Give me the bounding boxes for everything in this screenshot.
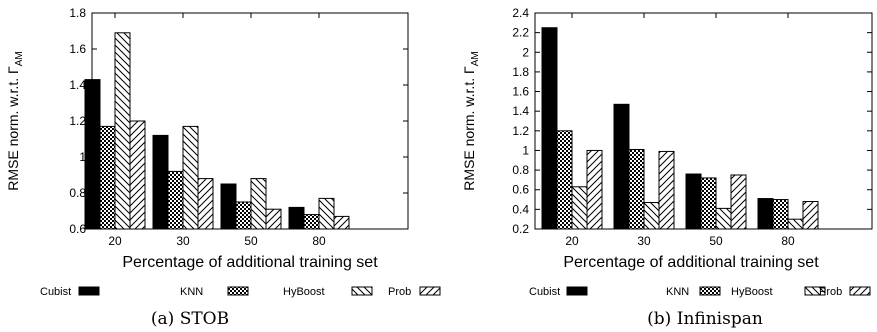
bar-cubist-20 — [84, 79, 101, 230]
bar-prob-30 — [197, 178, 214, 230]
y-tick-label: 0.6 — [69, 222, 86, 236]
x-axis-label: Percentage of additional training set — [563, 254, 819, 271]
bar-hyboost-50 — [250, 178, 267, 230]
y-tick-label: 1.6 — [512, 85, 529, 99]
legend: Cubist KNN HyBoost Prob — [40, 286, 441, 298]
bar-knn-50 — [235, 201, 252, 230]
legend-label-knn: KNN — [666, 286, 689, 298]
legend-label-knn: KNN — [180, 286, 203, 298]
chart-stob: 0.6 0.8 1 1.2 1.4 1.6 1.8 20 30 50 80 Percentage of… — [5, 6, 441, 329]
bar-hyboost-80 — [318, 197, 335, 230]
legend-swatch-prob — [419, 286, 441, 296]
bar-prob-20 — [586, 149, 603, 230]
y-axis-label: RMSE norm. w.r.t. ΓAM — [5, 51, 25, 190]
y-tick-label: 2.4 — [512, 6, 529, 20]
x-tick-label: 30 — [637, 234, 651, 248]
y-tick-label: 2.2 — [512, 26, 529, 40]
y-tick-label: 0.8 — [69, 186, 86, 200]
x-tick-label: 50 — [244, 234, 258, 248]
y-tick-label: 0.6 — [512, 183, 529, 197]
legend-label-hyboost: HyBoost — [731, 286, 773, 298]
y-tick-label: 1 — [522, 143, 529, 157]
bar-knn-30 — [167, 170, 184, 230]
legend: Cubist KNN HyBoost Prob — [529, 286, 871, 298]
y-axis-label-main: RMSE norm. w.r.t. Γ — [5, 66, 21, 191]
bar-knn-30 — [628, 148, 645, 230]
x-tick-label: 20 — [108, 234, 122, 248]
y-tick-label: 1.8 — [69, 6, 86, 20]
bar-prob-80 — [333, 215, 350, 230]
figure-caption: (a) STOB — [151, 309, 229, 329]
legend-swatch-knn — [699, 286, 721, 296]
x-tick-label: 80 — [312, 234, 326, 248]
bar-knn-20 — [556, 130, 573, 230]
legend-label-prob: Prob — [388, 286, 411, 298]
y-tick-label: 0.8 — [512, 163, 529, 177]
y-axis-label-subscript: AM — [470, 51, 481, 66]
bar-hyboost-30 — [643, 201, 660, 230]
y-tick-label: 1.4 — [69, 78, 86, 92]
bar-hyboost-30 — [182, 125, 199, 230]
bar-prob-80 — [802, 201, 819, 230]
y-axis-label: RMSE norm. w.r.t. ΓAM — [461, 51, 481, 190]
y-tick-label: 1.4 — [512, 104, 529, 118]
bar-hyboost-50 — [715, 207, 732, 230]
x-tick-label: 80 — [781, 234, 795, 248]
bar-cubist-30 — [152, 134, 169, 230]
bar-hyboost-80 — [787, 218, 804, 230]
legend-swatch-cubist — [78, 286, 100, 296]
bar-cubist-20 — [541, 27, 558, 230]
bar-prob-20 — [129, 120, 146, 230]
bar-cubist-30 — [613, 103, 630, 230]
y-tick-label: 1.2 — [512, 124, 529, 138]
bar-knn-80 — [303, 214, 320, 230]
bar-hyboost-20 — [114, 32, 131, 230]
bar-knn-50 — [700, 177, 717, 230]
legend-swatch-knn — [227, 286, 249, 296]
bar-cubist-50 — [220, 183, 237, 230]
legend-label-cubist: Cubist — [529, 286, 560, 298]
bar-prob-50 — [730, 174, 747, 230]
legend-label-hyboost: HyBoost — [283, 286, 325, 298]
bar-cubist-80 — [757, 198, 774, 230]
bar-hyboost-20 — [571, 186, 588, 230]
legend-label-prob: Prob — [819, 286, 842, 298]
legend-swatch-hyboost — [351, 286, 373, 296]
y-tick-label: 1 — [79, 150, 86, 164]
figure-caption: (b) Infinispan — [647, 309, 763, 329]
y-tick-label: 1.8 — [512, 65, 529, 79]
legend-swatch-prob — [849, 286, 871, 296]
legend-swatch-hyboost — [804, 286, 826, 296]
chart-infinispan: 0.2 0.4 0.6 0.8 1 1.2 1.4 1.6 1.8 2 2.2 2.4 20 30 50 80… — [461, 6, 873, 329]
x-tick-label: 20 — [565, 234, 579, 248]
y-axis-label-subscript: AM — [14, 51, 25, 66]
bar-cubist-80 — [288, 206, 305, 230]
x-tick-label: 50 — [709, 234, 723, 248]
y-tick-label: 2 — [522, 45, 529, 59]
bar-prob-50 — [265, 208, 282, 230]
bar-prob-30 — [658, 150, 675, 230]
y-tick-label: 0.2 — [512, 222, 529, 236]
x-tick-label: 30 — [176, 234, 190, 248]
bar-knn-20 — [99, 125, 116, 230]
bar-cubist-50 — [685, 173, 702, 230]
legend-label-cubist: Cubist — [40, 286, 71, 298]
x-axis-label: Percentage of additional training set — [122, 254, 378, 271]
y-tick-label: 0.4 — [512, 202, 529, 216]
y-axis-label-main: RMSE norm. w.r.t. Γ — [461, 66, 477, 191]
y-tick-label: 1.2 — [69, 114, 86, 128]
y-tick-label: 1.6 — [69, 42, 86, 56]
legend-swatch-cubist — [566, 286, 588, 296]
bar-knn-80 — [772, 199, 789, 230]
